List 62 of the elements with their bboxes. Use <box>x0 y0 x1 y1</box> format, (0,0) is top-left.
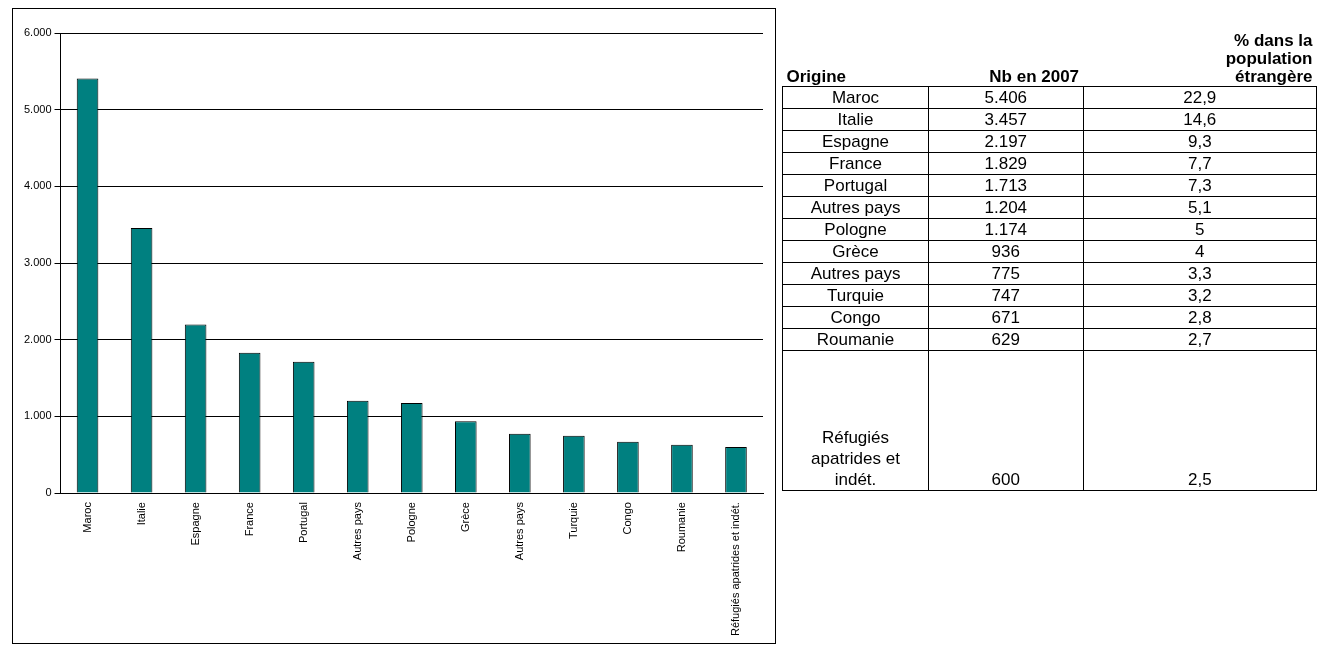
category-label: Italie <box>836 108 875 130</box>
x-tick-label: Pologne <box>404 502 417 543</box>
y-tick-label: 4.000 <box>24 179 52 192</box>
category-label: Portugal <box>822 174 889 196</box>
data-label: 2,5 <box>1083 350 1317 490</box>
data-label: 1.204 <box>928 196 1084 218</box>
category-label: Réfugiés apatrides et indét. <box>810 426 901 490</box>
data-label: 5 <box>1083 218 1317 240</box>
data-label: 747 <box>928 284 1084 306</box>
data-label: 5,1 <box>1083 196 1317 218</box>
x-tick-label: Maroc <box>80 501 93 533</box>
y-tick-label: 3.000 <box>24 256 52 269</box>
category-label: Espagne <box>820 130 891 152</box>
y-tick-label: 1.000 <box>24 409 52 422</box>
data-label: 9,3 <box>1083 130 1317 152</box>
data-label: 2.197 <box>928 130 1084 152</box>
category-label: France <box>828 152 883 174</box>
text: Nb en 2007 <box>988 66 1080 86</box>
data-label: 1.829 <box>928 152 1084 174</box>
data-label: 2,8 <box>1083 306 1317 328</box>
data-label: 22,9 <box>1083 86 1317 108</box>
data-label: 775 <box>928 262 1084 284</box>
data-label: 14,6 <box>1083 108 1317 130</box>
x-tick-label: Turquie <box>566 502 579 539</box>
category-label: Congo <box>829 306 882 328</box>
data-label: 3.457 <box>928 108 1084 130</box>
x-tick-label: France <box>242 502 255 537</box>
data-label: 4 <box>1083 240 1317 262</box>
data-label: 5.406 <box>928 86 1084 108</box>
category-label: Autres pays <box>809 196 902 218</box>
category-label: Autres pays <box>809 262 902 284</box>
y-tick-label: 5.000 <box>24 102 52 115</box>
x-tick-label: Portugal <box>296 502 309 544</box>
data-label: 936 <box>928 240 1084 262</box>
x-tick-label: Réfugiés apatrides et indét. <box>729 502 742 636</box>
data-label: 3,2 <box>1083 284 1317 306</box>
x-tick-label: Italie <box>134 502 147 526</box>
x-tick-label: Autres pays <box>512 501 525 561</box>
x-tick-label: Roumanie <box>674 502 687 553</box>
category-label: Grèce <box>831 240 880 262</box>
data-label: 7,7 <box>1083 152 1317 174</box>
text: Origine <box>785 65 847 86</box>
x-tick-label: Autres pays <box>350 501 363 561</box>
x-tick-label: Grèce <box>458 502 471 533</box>
category-label: Roumanie <box>815 328 896 350</box>
data-label: 1.174 <box>928 218 1084 240</box>
data-label: 1.713 <box>928 174 1084 196</box>
x-tick-label: Congo <box>620 502 633 535</box>
data-label: 629 <box>928 328 1084 350</box>
category-label: Turquie <box>826 284 885 306</box>
data-label: 3,3 <box>1083 262 1317 284</box>
text: % dans la population étrangère <box>1224 30 1313 86</box>
y-tick-label: 6.000 <box>24 26 52 39</box>
data-label: 2,7 <box>1083 328 1317 350</box>
data-label: 671 <box>928 306 1084 328</box>
y-tick-label: 0 <box>45 486 52 499</box>
data-label: 600 <box>928 350 1084 490</box>
x-tick-label: Espagne <box>188 502 201 546</box>
data-label: 7,3 <box>1083 174 1317 196</box>
y-tick-label: 2.000 <box>24 332 52 345</box>
category-label: Maroc <box>830 86 881 108</box>
category-label: Pologne <box>823 218 888 240</box>
